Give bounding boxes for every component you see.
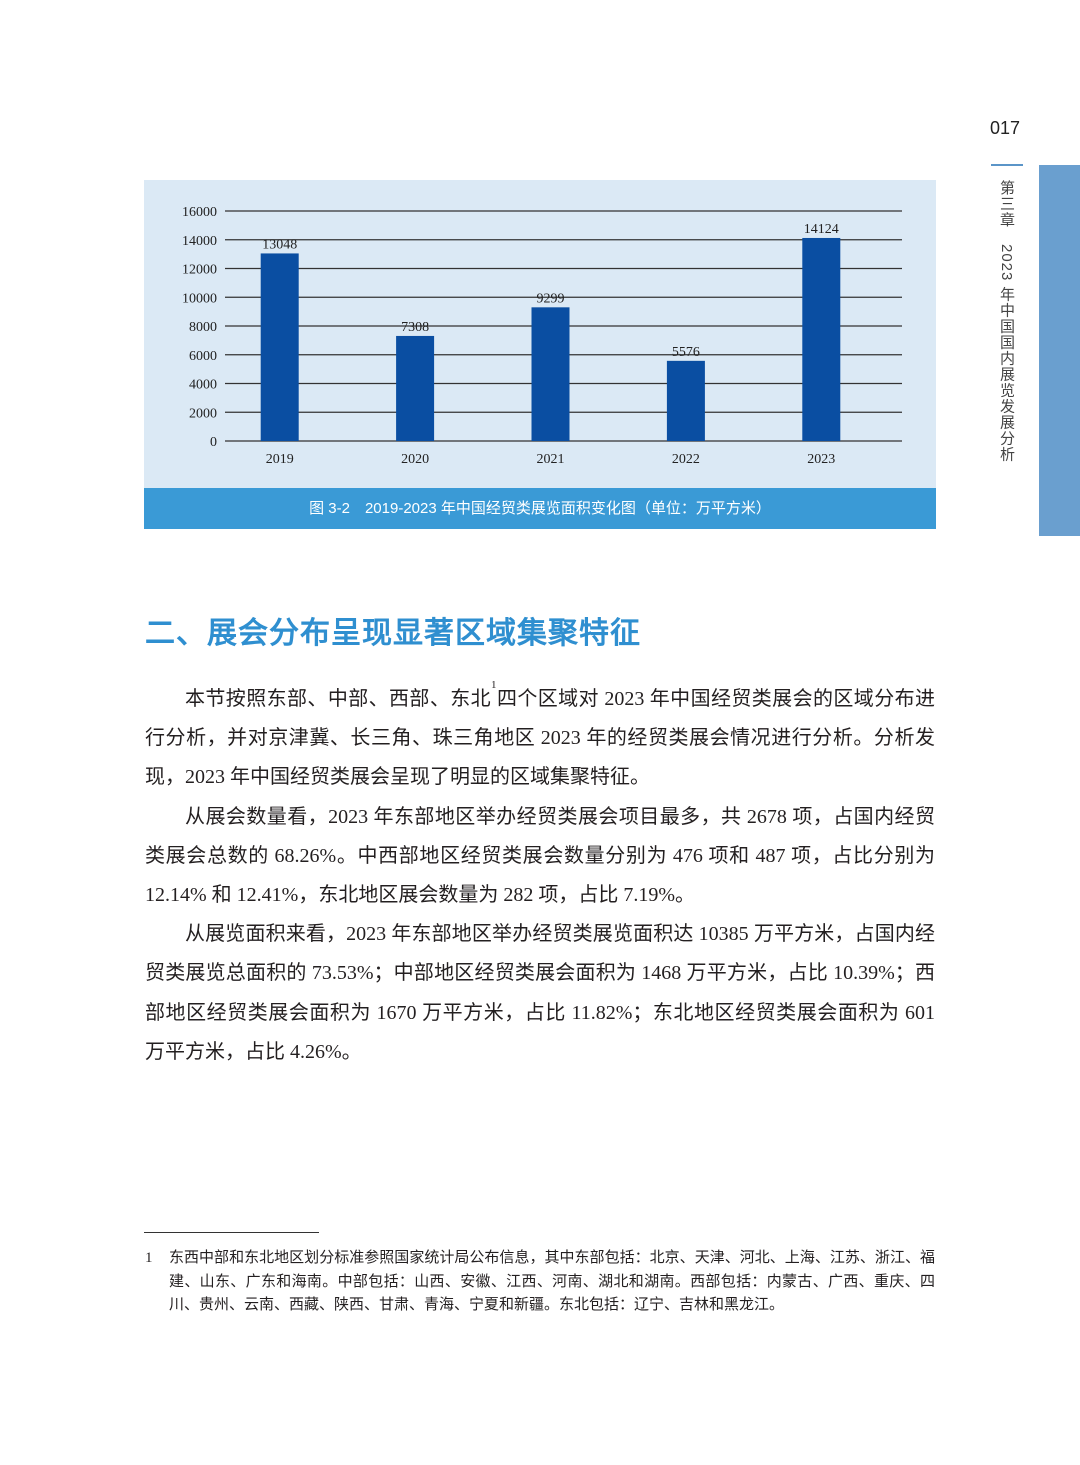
bar-2021	[531, 307, 570, 441]
x-tick-label: 2021	[537, 452, 565, 467]
chapter-tab-strip	[1039, 165, 1080, 536]
y-tick-label: 2000	[189, 406, 217, 421]
footnote-ref[interactable]: 1	[491, 679, 497, 691]
y-tick-label: 10000	[182, 291, 217, 306]
y-tick-label: 6000	[189, 349, 217, 364]
page-number-rule	[991, 164, 1023, 166]
figure-caption: 图 3-2 2019-2023 年中国经贸类展览面积变化图（单位：万平方米）	[144, 488, 936, 529]
bar-2022	[666, 360, 705, 441]
footnote: 1 东西中部和东北地区划分标准参照国家统计局公布信息，其中东部包括：北京、天津、…	[145, 1247, 935, 1318]
paragraph-1-text-a: 本节按照东部、中部、西部、东北	[185, 688, 492, 710]
data-label: 14124	[804, 222, 839, 237]
paragraph-3: 从展览面积来看，2023 年东部地区举办经贸类展览面积达 10385 万平方米，…	[145, 923, 935, 1063]
data-label: 13048	[262, 237, 297, 252]
y-tick-label: 0	[210, 435, 217, 450]
footnote-number: 1	[145, 1250, 153, 1266]
x-tick-label: 2019	[266, 452, 294, 467]
bar-chart: 0 2000 4000 6000 8000 10000 12000 14000 16000 130…	[182, 205, 902, 467]
y-tick-label: 16000	[182, 205, 217, 220]
x-tick-label: 2023	[807, 452, 835, 467]
section-heading: 二、展会分布呈现显著区域集聚特征	[145, 617, 641, 650]
y-tick-label: 14000	[182, 234, 217, 249]
paragraph-2: 从展会数量看，2023 年东部地区举办经贸类展会项目最多，共 2678 项，占国…	[145, 805, 935, 907]
bar-2019	[260, 253, 299, 441]
paragraph-1-text-b: 四个区域对 2023 年中国经贸类展会的区域分布进行分析，并对京津冀、长三角、珠…	[145, 688, 936, 789]
y-tick-label: 4000	[189, 378, 217, 393]
page-number: 017	[990, 118, 1021, 138]
bar-2020	[396, 335, 435, 441]
x-tick-label: 2022	[672, 452, 700, 467]
footnote-divider	[144, 1232, 319, 1233]
chapter-side-title: 第三章 2023 年中国国内展览发展分析	[998, 180, 1015, 463]
y-tick-label: 8000	[189, 320, 217, 335]
footnote-text: 东西中部和东北地区划分标准参照国家统计局公布信息，其中东部包括：北京、天津、河北…	[169, 1250, 935, 1313]
x-tick-label: 2020	[401, 452, 429, 467]
body-text: 本节按照东部、中部、西部、东北1四个区域对 2023 年中国经贸类展会的区域分布…	[145, 680, 935, 1072]
y-tick-label: 12000	[182, 263, 217, 278]
data-label: 9299	[537, 291, 565, 306]
data-label: 7308	[401, 320, 429, 335]
chart-panel: 0 2000 4000 6000 8000 10000 12000 14000 16000 130…	[144, 180, 936, 488]
bar-2023	[802, 237, 841, 441]
data-label: 5576	[672, 345, 700, 360]
paragraph-1: 本节按照东部、中部、西部、东北1四个区域对 2023 年中国经贸类展会的区域分布…	[145, 680, 935, 798]
